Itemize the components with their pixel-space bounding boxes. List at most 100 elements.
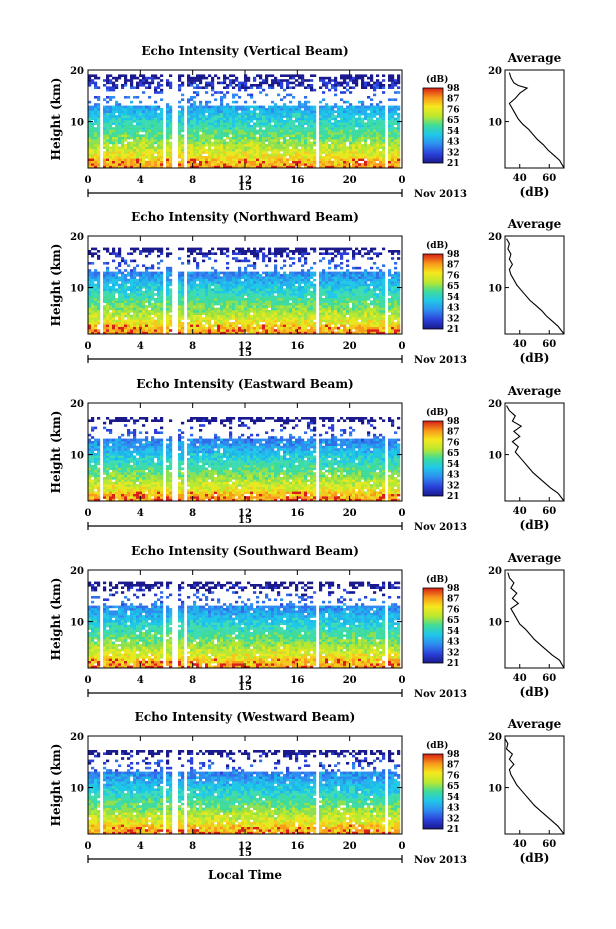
heatmap-cell	[373, 84, 377, 87]
heatmap-cell	[247, 278, 251, 282]
heatmap-cell	[280, 124, 284, 128]
heatmap-cell	[394, 127, 398, 130]
heatmap-cell	[379, 139, 383, 142]
heatmap-cell	[133, 266, 137, 270]
heatmap-cell	[127, 122, 131, 125]
heatmap-cell	[268, 148, 272, 152]
heatmap-cell	[139, 81, 143, 85]
heatmap-cell	[130, 144, 134, 147]
heatmap-cell	[241, 247, 245, 251]
heatmap-cell	[256, 74, 260, 77]
heatmap-cell	[256, 84, 260, 87]
heatmap-cell	[115, 148, 119, 152]
heatmap-cell	[331, 160, 335, 164]
heatmap-cell	[286, 288, 290, 291]
heatmap-cell	[130, 317, 134, 320]
heatmap-cell	[325, 160, 329, 164]
heatmap-cell	[286, 112, 290, 116]
heatmap-cell	[196, 305, 200, 308]
heatmap-cell	[202, 295, 206, 299]
heatmap-cell	[226, 110, 230, 113]
heatmap-cell	[211, 110, 215, 113]
heatmap-cell	[319, 160, 323, 164]
heatmap-cell	[262, 317, 266, 320]
heatmap-cell	[148, 247, 152, 251]
heatmap-cell	[274, 283, 278, 287]
heatmap-cell	[319, 165, 323, 169]
heatmap-cell	[220, 103, 224, 106]
heatmap-cell	[148, 122, 152, 125]
heatmap-cell	[154, 158, 158, 161]
heatmap-cell	[187, 254, 191, 258]
heatmap-cell	[352, 136, 356, 140]
heatmap-cell	[247, 124, 251, 128]
heatmap-cell	[244, 271, 248, 275]
heatmap-cell	[232, 132, 236, 135]
heatmap-cell	[154, 132, 158, 135]
heatmap-cell	[145, 108, 149, 111]
heatmap-cell	[211, 274, 215, 277]
heatmap-cell	[262, 115, 266, 118]
heatmap-cell	[226, 324, 230, 327]
heatmap-cell	[109, 124, 113, 128]
heatmap-cell	[199, 146, 203, 149]
heatmap-cell	[148, 300, 152, 303]
heatmap-cell	[346, 146, 350, 149]
heatmap-cell	[244, 74, 248, 77]
heatmap-cell	[235, 295, 239, 299]
heatmap-cell	[199, 326, 203, 330]
heatmap-cell	[151, 290, 155, 294]
heatmap-cell	[244, 302, 248, 306]
heatmap-cell	[166, 115, 170, 118]
heatmap-cell	[259, 151, 263, 154]
heatmap-cell	[322, 134, 326, 137]
heatmap-cell	[301, 305, 305, 308]
heatmap-cell	[235, 108, 239, 111]
heatmap-cell	[178, 117, 182, 121]
heatmap-cell	[310, 127, 314, 130]
heatmap-cell	[130, 310, 134, 313]
heatmap-cell	[136, 278, 140, 282]
heatmap-cell	[130, 286, 134, 289]
heatmap-cell	[103, 305, 107, 308]
heatmap-cell	[355, 151, 359, 154]
heatmap-cell	[280, 300, 284, 303]
heatmap-cell	[226, 286, 230, 289]
heatmap-cell	[133, 74, 137, 77]
heatmap-cell	[160, 129, 164, 133]
heatmap-cell	[211, 288, 215, 291]
heatmap-cell	[262, 88, 266, 92]
heatmap-cell	[238, 319, 242, 323]
heatmap-cell	[295, 293, 299, 296]
heatmap-cell	[247, 305, 251, 308]
heatmap-cell	[355, 132, 359, 135]
heatmap-cell	[358, 127, 362, 130]
heatmap-cell	[295, 146, 299, 149]
heatmap-cell	[103, 293, 107, 296]
heatmap-cell	[232, 293, 236, 296]
heatmap-cell	[349, 112, 353, 116]
heatmap-cell	[313, 124, 317, 128]
heatmap-cell	[364, 146, 368, 149]
heatmap-cell	[304, 151, 308, 154]
heatmap-cell	[271, 274, 275, 277]
heatmap-cell	[298, 127, 302, 130]
heatmap-cell	[220, 286, 224, 289]
colorbar-tick-label: 54	[447, 127, 460, 137]
heatmap-cell	[256, 105, 260, 109]
heatmap-cell	[349, 105, 353, 109]
heatmap-cell	[325, 115, 329, 118]
heatmap-cell	[166, 271, 170, 275]
heatmap-cell	[178, 305, 182, 308]
heatmap-cell	[247, 302, 251, 306]
heatmap-cell	[166, 110, 170, 113]
heatmap-cell	[292, 108, 296, 111]
heatmap-cell	[295, 310, 299, 313]
heatmap-cell	[196, 319, 200, 323]
heatmap-cell	[271, 319, 275, 323]
heatmap-cell	[154, 108, 158, 111]
heatmap-cell	[211, 295, 215, 299]
heatmap-cell	[235, 276, 239, 279]
heatmap-cell	[220, 105, 224, 109]
heatmap-cell	[115, 322, 119, 325]
